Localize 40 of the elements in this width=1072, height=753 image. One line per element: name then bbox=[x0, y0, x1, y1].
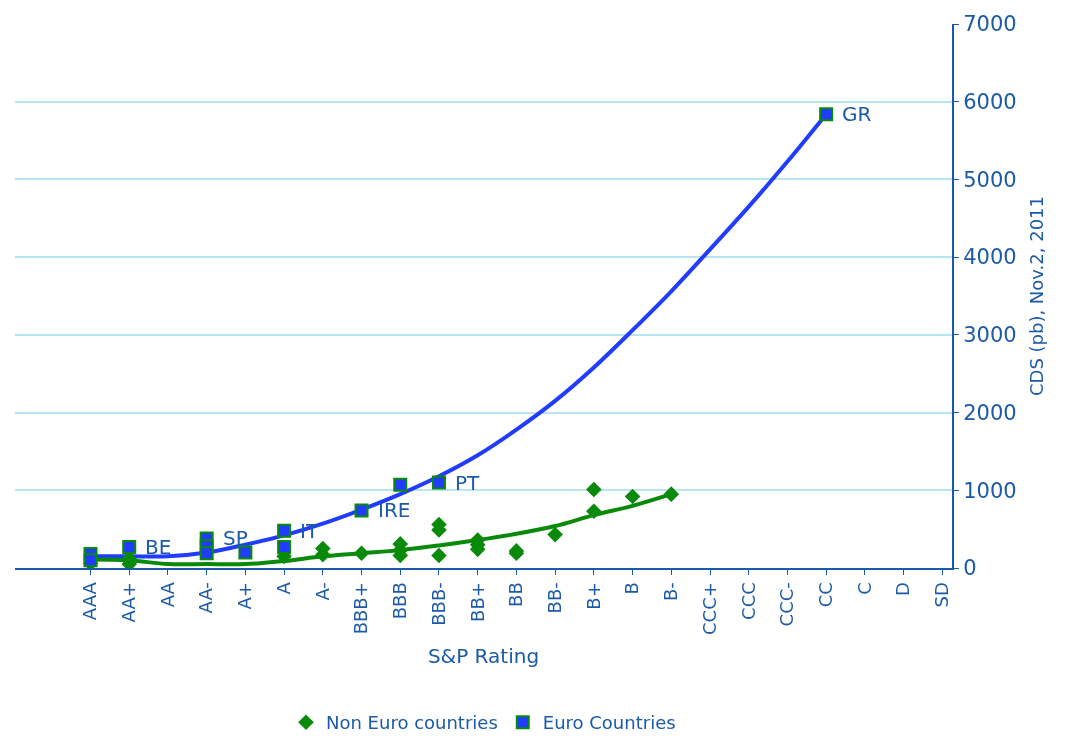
x-tick-label: BBB bbox=[389, 582, 411, 620]
y-tick-label: 4000 bbox=[963, 245, 1017, 270]
annotation: IRE bbox=[378, 498, 411, 522]
y-tick-label: 2000 bbox=[963, 400, 1017, 425]
x-tick-label: AA- bbox=[195, 582, 217, 614]
y-tick-label: 6000 bbox=[963, 90, 1017, 115]
x-tick-label: CCC- bbox=[776, 582, 798, 627]
x-tick-label: CC bbox=[815, 582, 837, 608]
x-tick-label: C bbox=[853, 582, 875, 595]
x-tick-label: D bbox=[892, 582, 914, 597]
x-tick-label: AAA bbox=[79, 581, 101, 621]
x-tick-label: BB bbox=[505, 582, 527, 607]
y-tick-label: 0 bbox=[963, 556, 977, 581]
y-tick-label: 1000 bbox=[963, 478, 1017, 503]
x-tick-label: CCC bbox=[737, 582, 759, 620]
x-tick-label: AA+ bbox=[118, 582, 140, 623]
x-tick-label: SD bbox=[931, 582, 953, 608]
x-tick-label: BB+ bbox=[466, 582, 488, 622]
y-axis-title: CDS (pb), Nov.2, 2011 bbox=[1026, 195, 1048, 397]
y-tick-label: 7000 bbox=[963, 12, 1017, 37]
x-tick-label: BBB+ bbox=[350, 582, 372, 635]
legend-label: Euro Countries bbox=[542, 712, 676, 734]
x-tick-label: BB- bbox=[543, 582, 565, 614]
x-tick-label: B bbox=[621, 582, 643, 595]
annotation: SP bbox=[223, 526, 248, 550]
x-tick-label: A+ bbox=[234, 582, 256, 610]
legend-label: Non Euro countries bbox=[326, 712, 498, 734]
y-tick-label: 3000 bbox=[963, 323, 1017, 348]
annotation: GR bbox=[842, 102, 872, 126]
x-tick-label: CCC+ bbox=[698, 582, 720, 635]
annotation: BE bbox=[145, 535, 172, 559]
annotation: PT bbox=[455, 471, 481, 495]
x-tick-label: A bbox=[272, 581, 294, 595]
x-tick-label: BBB- bbox=[427, 582, 449, 626]
y-tick-label: 5000 bbox=[963, 167, 1017, 192]
x-tick-label: B+ bbox=[582, 582, 604, 610]
x-tick-label: B- bbox=[660, 582, 682, 602]
x-axis-title: S&P Rating bbox=[427, 644, 540, 668]
x-tick-label: A- bbox=[311, 582, 333, 601]
x-tick-label: AA bbox=[156, 581, 178, 608]
